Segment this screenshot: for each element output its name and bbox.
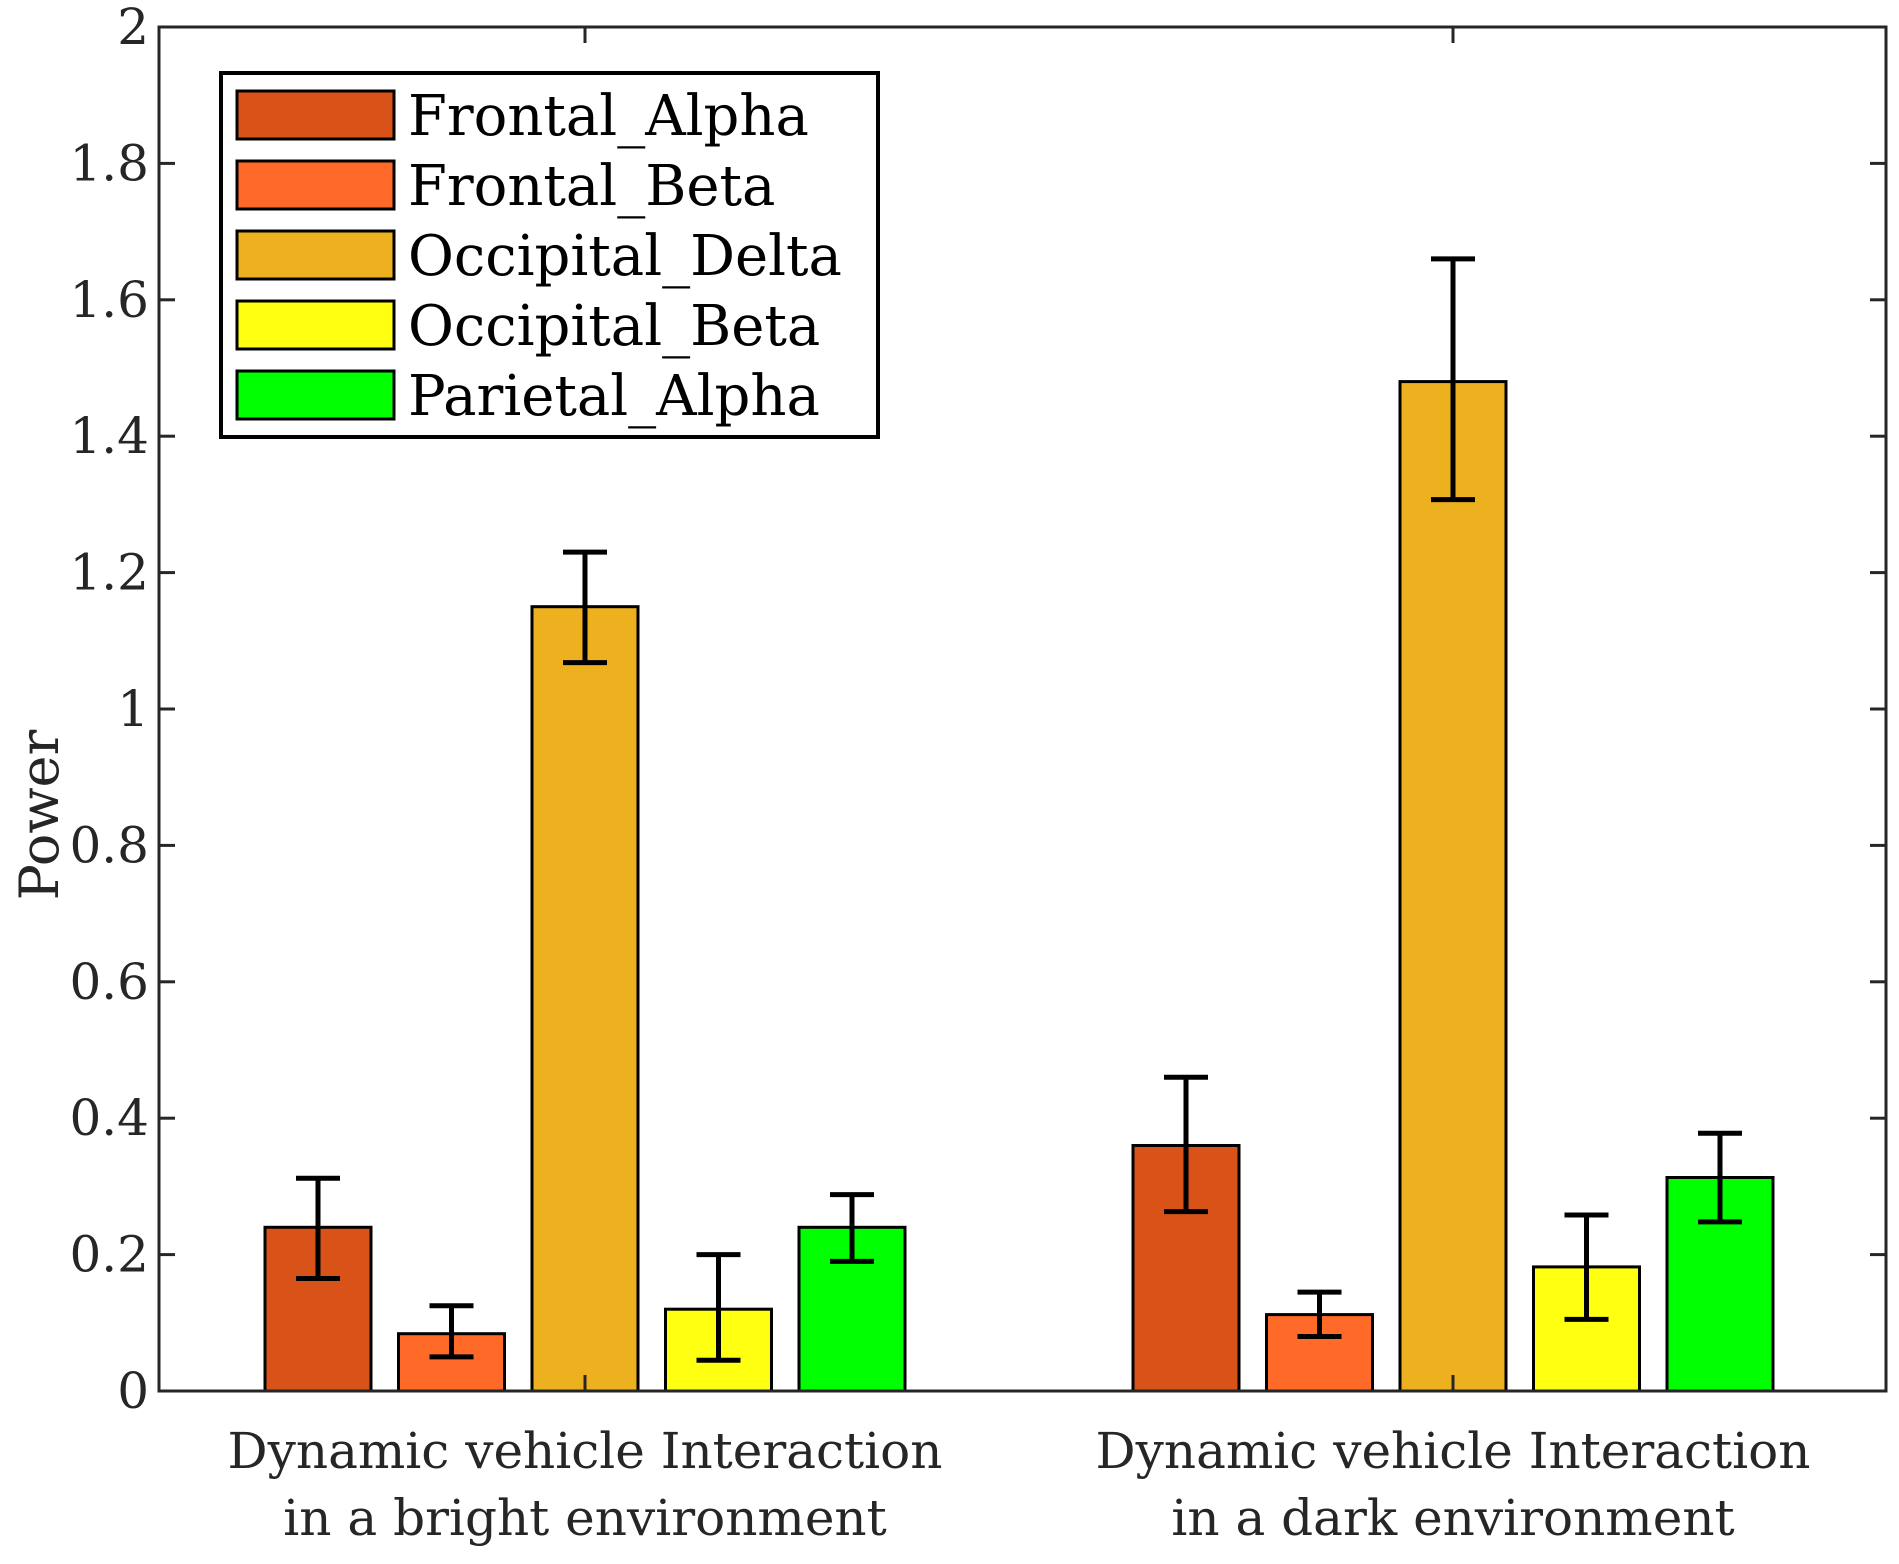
legend-swatch (235, 299, 396, 351)
y-tick-label: 1.8 (69, 134, 149, 192)
y-tick-label: 1 (117, 680, 149, 738)
legend-swatch (235, 229, 396, 281)
y-tick-label: 0.6 (69, 953, 149, 1011)
y-tick-label: 0.8 (69, 816, 149, 874)
error-bar-parietal-alpha-group-2 (1698, 1130, 1742, 1225)
x-category-label-line: in a dark environment (1171, 1489, 1734, 1547)
x-category-label-1: Dynamic vehicle Interaction in a bright e… (228, 1422, 943, 1547)
y-tick-label: 0.4 (69, 1089, 149, 1147)
x-category-labels: Dynamic vehicle Interaction in a bright e… (228, 1422, 1811, 1547)
y-tick-label: 0 (117, 1362, 149, 1420)
bar-occipital-delta-group-2 (1398, 380, 1508, 1393)
error-bar-occipital-beta-group-2 (1564, 1212, 1609, 1322)
legend-label: Frontal_Beta (408, 154, 775, 219)
x-category-label-line: Dynamic vehicle Interaction (228, 1422, 943, 1480)
y-tick-label: 1.6 (69, 271, 149, 329)
error-bars-layer (296, 256, 1742, 1363)
x-category-label-2: Dynamic vehicle Interaction in a dark env… (1096, 1422, 1811, 1547)
legend-swatch (235, 159, 396, 211)
legend-swatch (235, 89, 396, 141)
bar-occipital-delta-group-1 (530, 605, 640, 1393)
legend-item-occipital-beta: Occipital_Beta (235, 294, 820, 359)
error-bar-parietal-alpha-group-1 (830, 1192, 874, 1264)
y-tick-label: 1.2 (69, 544, 149, 602)
error-bar-frontal-alpha-group-2 (1164, 1074, 1208, 1215)
plot-frame (157, 25, 1888, 1393)
error-bar-occipital-delta-group-1 (563, 549, 607, 666)
legend-swatch (235, 369, 396, 421)
legend-item-frontal-beta: Frontal_Beta (235, 154, 775, 219)
y-axis-title: Power (8, 729, 71, 900)
legend-item-occipital-delta: Occipital_Delta (235, 224, 842, 289)
legend: Frontal_AlphaFrontal_BetaOccipital_Delta… (219, 71, 880, 439)
x-category-label-line: in a bright environment (283, 1489, 886, 1547)
legend-label: Frontal_Alpha (408, 84, 809, 149)
legend-item-parietal-alpha: Parietal_Alpha (235, 364, 820, 429)
legend-label: Parietal_Alpha (408, 364, 820, 429)
error-bar-frontal-alpha-group-1 (296, 1175, 340, 1281)
error-bar-frontal-beta-group-1 (429, 1303, 474, 1360)
y-tick-label: 2 (117, 0, 149, 56)
error-bar-frontal-beta-group-2 (1297, 1289, 1342, 1339)
y-tick-label: 1.4 (69, 407, 149, 465)
legend-item-frontal-alpha: Frontal_Alpha (235, 84, 809, 149)
y-tick-label: 0.2 (69, 1226, 149, 1284)
legend-label: Occipital_Delta (408, 224, 842, 289)
x-category-label-line: Dynamic vehicle Interaction (1096, 1422, 1811, 1480)
error-bar-occipital-delta-group-2 (1431, 256, 1475, 503)
error-bar-occipital-beta-group-1 (696, 1252, 741, 1363)
legend-label: Occipital_Beta (408, 294, 820, 359)
y-tick-labels: 0 0.2 0.4 0.6 0.8 1 1.2 1.4 1.6 1.8 2 (69, 0, 149, 1420)
